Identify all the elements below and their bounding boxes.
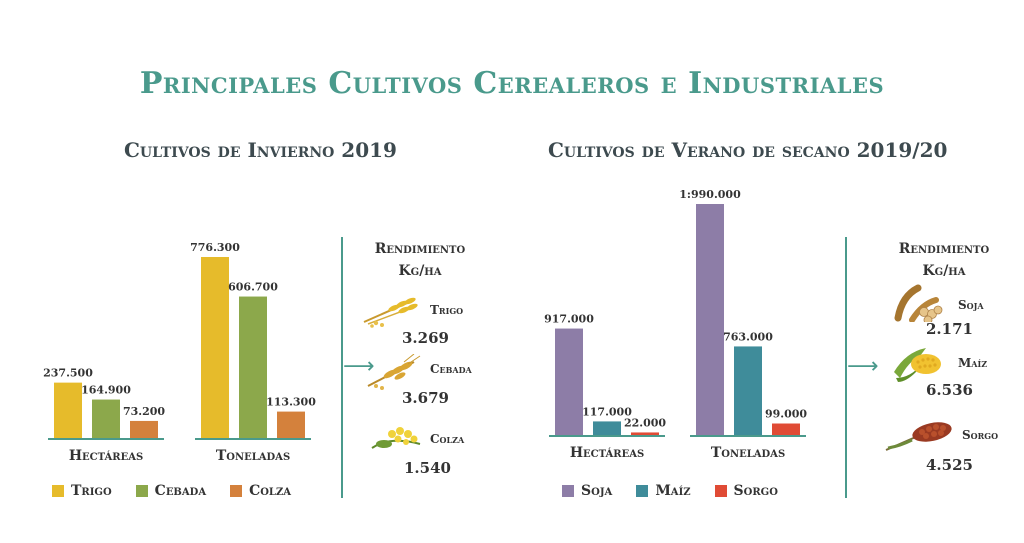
bar-value-colza-toneladas: 113.300 [266, 396, 316, 409]
bar-value-sorgo-hectareas: 22.000 [624, 416, 666, 429]
yield-name-cebada: Cebada [430, 362, 472, 376]
bar-colza-hectareas [130, 420, 158, 438]
legend-item-soja: Soja [562, 483, 612, 499]
legend-label-trigo: Trigo [71, 483, 112, 499]
bar-soja-hectareas [555, 328, 583, 435]
barley-icon [367, 354, 421, 390]
bar-maiz-toneladas [734, 346, 762, 435]
summer-legend: Soja Maíz Sorgo [562, 483, 802, 499]
legend-swatch-maiz [636, 485, 649, 497]
bar-value-soja-hectareas: 917.000 [544, 313, 594, 326]
legend-label-colza: Colza [249, 483, 292, 499]
bar-value-colza-hectareas: 73.200 [123, 405, 165, 418]
legend-label-maiz: Maíz [655, 483, 691, 499]
bar-value-trigo-toneladas: 776.300 [190, 241, 240, 254]
bar-value-cebada-hectareas: 164.900 [81, 384, 131, 397]
yield-value-cebada: 3.679 [402, 389, 449, 407]
rapeseed-icon [371, 427, 421, 449]
legend-item-sorgo: Sorgo [714, 483, 778, 499]
summer-yield-heading-line1: Rendimiento [898, 241, 990, 257]
bar-cebada-hectareas [92, 399, 120, 438]
winter-bar-chart: Hectáreas 237.500 164.900 73.200 Toneladas 77… [43, 241, 316, 464]
bar-value-sorgo-toneladas: 99.000 [765, 408, 807, 421]
bar-cebada-toneladas [239, 296, 267, 438]
bar-colza-toneladas [277, 411, 305, 438]
winter-yield-heading: Rendimiento Kg/ha [360, 238, 480, 282]
winter-arrow-icon: ⟶ [343, 354, 375, 379]
bar-trigo-toneladas [201, 257, 229, 438]
summer-chart-title: Cultivos de Verano de secano 2019/20 [548, 138, 948, 162]
soybean-icon [894, 284, 943, 322]
yield-value-maiz: 6.536 [926, 381, 973, 399]
bar-value-cebada-toneladas: 606.700 [228, 281, 278, 294]
bar-value-maiz-hectareas: 117.000 [582, 405, 632, 418]
yield-name-colza: Colza [430, 432, 465, 446]
winter-yield-heading-line2: Kg/ha [398, 263, 442, 279]
wheat-icon [363, 297, 418, 328]
bar-value-soja-toneladas: 1:990.000 [679, 188, 741, 201]
legend-item-trigo: Trigo [52, 483, 112, 499]
category-label-hectareas: Hectáreas [570, 445, 644, 461]
page-title: Principales Cultivos Cerealeros e Indust… [139, 66, 885, 101]
legend-swatch-soja [562, 485, 574, 497]
yield-value-soja: 2.171 [926, 320, 973, 338]
summer-yield-heading: Rendimiento Kg/ha [884, 238, 1004, 282]
legend-label-sorgo: Sorgo [733, 483, 778, 499]
corn-icon [894, 348, 941, 382]
bar-sorgo-hectareas [631, 432, 659, 435]
yield-name-soja: Soja [958, 298, 984, 312]
yield-value-sorgo: 4.525 [926, 456, 973, 474]
summer-arrow-icon: ⟶ [847, 354, 879, 379]
legend-label-cebada: Cebada [154, 483, 207, 499]
legend-label-soja: Soja [581, 483, 613, 499]
summer-yield-heading-line2: Kg/ha [922, 263, 966, 279]
winter-legend: Trigo Cebada Colza [52, 483, 315, 499]
winter-yield-heading-line1: Rendimiento [374, 241, 466, 257]
legend-item-colza: Colza [230, 483, 291, 499]
legend-swatch-sorgo [714, 485, 727, 497]
category-label-hectareas: Hectáreas [69, 448, 143, 464]
category-label-toneladas: Toneladas [711, 445, 785, 461]
summer-divider [845, 237, 847, 498]
winter-divider [341, 237, 343, 498]
bar-value-trigo-hectareas: 237.500 [43, 367, 93, 380]
yield-value-trigo: 3.269 [402, 329, 449, 347]
legend-item-maiz: Maíz [636, 483, 691, 499]
bar-sorgo-toneladas [772, 423, 800, 435]
bar-maiz-hectareas [593, 421, 621, 435]
category-label-toneladas: Toneladas [216, 448, 290, 464]
sorghum-icon [885, 422, 952, 451]
legend-item-cebada: Cebada [135, 483, 207, 499]
yield-value-colza: 1.540 [404, 459, 451, 477]
yield-name-maiz: Maíz [958, 356, 988, 370]
bar-soja-toneladas [696, 204, 724, 435]
legend-swatch-colza [230, 485, 243, 497]
winter-chart-title: Cultivos de Invierno 2019 [124, 138, 397, 162]
legend-swatch-trigo [52, 485, 64, 497]
bar-value-maiz-toneladas: 763.000 [723, 330, 773, 343]
yield-name-trigo: Trigo [430, 303, 464, 317]
yield-name-sorgo: Sorgo [962, 428, 999, 442]
legend-swatch-cebada [135, 485, 148, 497]
bar-trigo-hectareas [54, 382, 82, 438]
